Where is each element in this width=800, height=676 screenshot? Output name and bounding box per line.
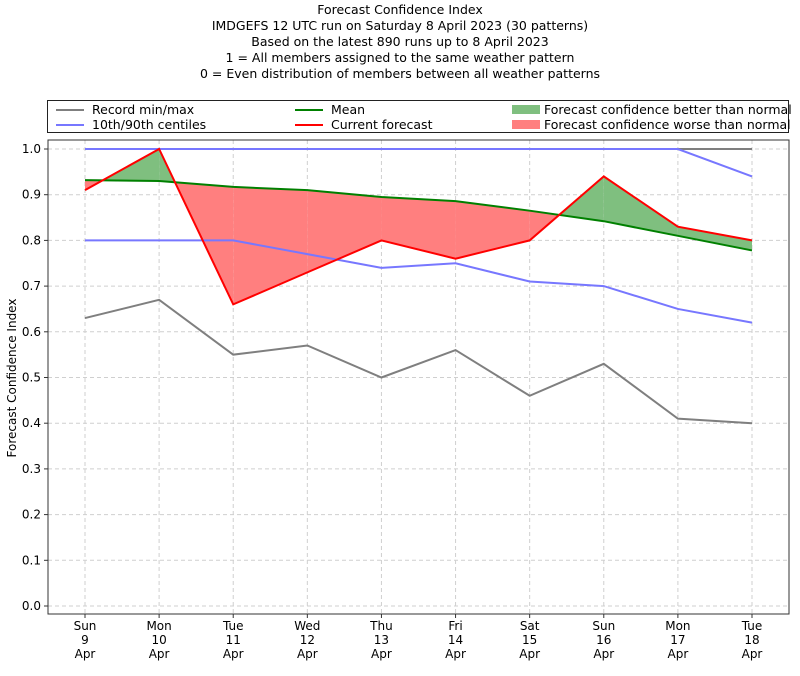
legend-item-mean: Mean xyxy=(295,102,365,117)
x-tick-label: Mon xyxy=(665,619,690,633)
x-tick-label: Tue xyxy=(741,619,763,633)
y-tick-label: 0.2 xyxy=(22,508,41,522)
x-tick-label: 11 xyxy=(226,633,241,647)
x-tick-label: Sun xyxy=(592,619,615,633)
x-tick-label: Apr xyxy=(223,647,244,661)
chart-subtitle-1: IMDGEFS 12 UTC run on Saturday 8 April 2… xyxy=(211,18,589,33)
legend-swatch-centiles xyxy=(56,123,84,126)
x-tick-label: Apr xyxy=(149,647,170,661)
x-tick-label: Apr xyxy=(668,647,689,661)
x-tick-label: Tue xyxy=(222,619,244,633)
x-tick-label: 10 xyxy=(151,633,166,647)
x-tick-label: 12 xyxy=(300,633,315,647)
y-tick-label: 0.9 xyxy=(22,188,41,202)
legend-swatch-better xyxy=(512,105,540,114)
y-tick-label: 0.3 xyxy=(22,462,41,476)
x-tick-label: 16 xyxy=(596,633,611,647)
y-tick-label: 0.0 xyxy=(22,599,41,613)
legend-item-current: Current forecast xyxy=(295,117,432,132)
legend-item-better: Forecast confidence better than normal xyxy=(512,102,792,117)
x-tick-label: Apr xyxy=(297,647,318,661)
series-line-record-min xyxy=(84,298,753,425)
x-tick-label: 17 xyxy=(670,633,685,647)
x-tick-label: Sat xyxy=(520,619,540,633)
fill-better-than-normal xyxy=(603,176,678,236)
y-tick-label: 0.8 xyxy=(22,233,41,247)
y-tick-label: 0.7 xyxy=(22,279,41,293)
legend-label-record: Record min/max xyxy=(92,102,195,117)
x-tick-label: Apr xyxy=(75,647,96,661)
x-tick-label: Sun xyxy=(74,619,97,633)
series-line-current-forecast xyxy=(84,147,753,306)
x-tick-label: Apr xyxy=(519,647,540,661)
fill-worse-than-normal xyxy=(307,190,382,273)
y-tick-label: 0.6 xyxy=(22,325,41,339)
y-tick-label: 0.5 xyxy=(22,371,41,385)
x-tick-label: Apr xyxy=(371,647,392,661)
y-tick-label: 1.0 xyxy=(22,142,41,156)
legend-label-worse: Forecast confidence worse than normal xyxy=(544,117,791,132)
legend-label-better: Forecast confidence better than normal xyxy=(544,102,792,117)
fill-better-than-normal xyxy=(559,176,604,222)
series-lines xyxy=(84,147,753,425)
legend-label-centiles: 10th/90th centiles xyxy=(92,117,207,132)
x-tick-label: Apr xyxy=(742,647,763,661)
legend-item-worse: Forecast confidence worse than normal xyxy=(512,117,791,132)
x-tick-label: Thu xyxy=(369,619,393,633)
legend-swatch-worse xyxy=(512,120,540,129)
chart-subtitle-4: 0 = Even distribution of members between… xyxy=(199,66,601,81)
series-line-90th-centile xyxy=(85,148,753,178)
chart-subtitle-3: 1 = All members assigned to the same wea… xyxy=(225,50,575,65)
series-line-mean xyxy=(84,179,753,252)
confidence-fills xyxy=(85,149,752,305)
x-tick-label: Apr xyxy=(445,647,466,661)
y-tick-label: 0.4 xyxy=(22,416,41,430)
x-tick-label: 14 xyxy=(448,633,463,647)
x-tick-label: 13 xyxy=(374,633,389,647)
legend-item-record: Record min/max xyxy=(56,102,194,117)
x-tick-label: Fri xyxy=(448,619,462,633)
y-tick-label: 0.1 xyxy=(22,553,41,567)
chart-title: Forecast Confidence Index xyxy=(317,2,483,17)
x-tick-label: 9 xyxy=(81,633,89,647)
chart-title-block: Forecast Confidence Index IMDGEFS 12 UTC… xyxy=(0,2,800,82)
legend-item-centiles: 10th/90th centiles xyxy=(56,117,206,132)
x-tick-label: 15 xyxy=(522,633,537,647)
legend-swatch-current xyxy=(295,123,323,126)
x-axis: Sun9AprMon10AprTue11AprWed12AprThu13AprF… xyxy=(74,614,763,661)
fill-worse-than-normal xyxy=(233,186,308,305)
legend-label-mean: Mean xyxy=(331,102,366,117)
legend-swatch-mean xyxy=(295,108,323,111)
legend: Record min/max 10th/90th centiles Mean C… xyxy=(47,100,792,133)
fill-better-than-normal xyxy=(677,226,752,251)
legend-swatch-record xyxy=(56,108,84,111)
y-axis-label: Forecast Confidence Index xyxy=(5,299,19,458)
legend-label-current: Current forecast xyxy=(331,117,433,132)
x-tick-label: 18 xyxy=(744,633,759,647)
x-tick-label: Wed xyxy=(294,619,320,633)
fill-worse-than-normal xyxy=(381,196,456,259)
x-tick-label: Mon xyxy=(146,619,171,633)
series-line-10th-centile xyxy=(85,239,753,324)
x-tick-label: Apr xyxy=(593,647,614,661)
y-axis: 0.0 0.1 0.2 0.3 0.4 0.5 0.6 0.7 0.8 0.9 1.0 xyxy=(22,142,48,613)
chart-subtitle-2: Based on the latest 890 runs up to 8 Apr… xyxy=(251,34,549,49)
